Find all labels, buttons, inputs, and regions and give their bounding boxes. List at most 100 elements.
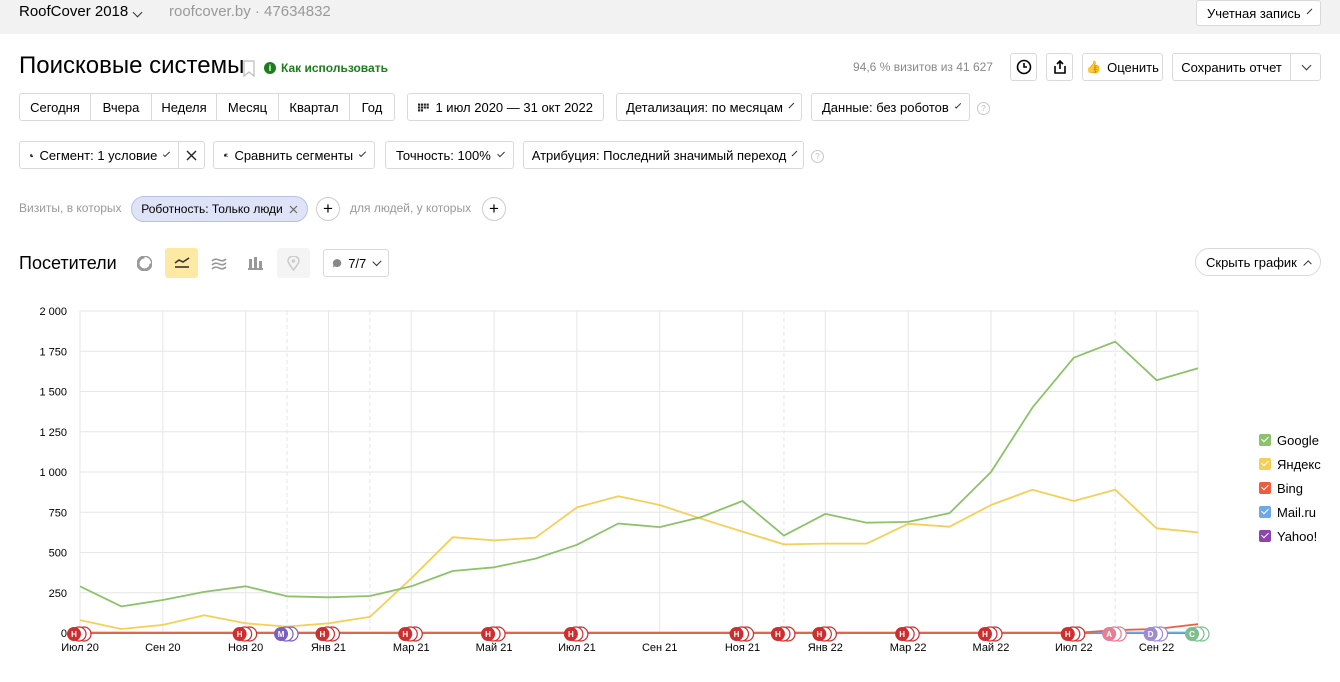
chart-type-line-button[interactable]: [165, 248, 198, 278]
annotation-marker: [67, 627, 81, 641]
legend-item[interactable]: Yahoo!: [1259, 524, 1321, 548]
detail-dropdown[interactable]: Детализация: по месяцам: [616, 93, 802, 121]
date-range-picker[interactable]: 1 июл 2020 — 31 окт 2022: [407, 93, 604, 121]
save-report-button[interactable]: Сохранить отчет: [1172, 53, 1291, 81]
annotation-marker: [1185, 627, 1199, 641]
close-icon: [289, 205, 298, 213]
legend-item[interactable]: Mail.ru: [1259, 500, 1321, 524]
annotation-marker-label: Н: [402, 630, 408, 639]
period-preset-button[interactable]: Неделя: [151, 93, 217, 121]
annotation-marker: [1143, 627, 1158, 641]
date-range-label: 1 июл 2020 — 31 окт 2022: [435, 99, 593, 115]
export-button[interactable]: [1046, 53, 1073, 81]
add-visit-filter-button[interactable]: +: [316, 197, 340, 221]
visitors-line-chart: 0 250 500 750 1 000 1 250 1 500 1 750 2 000 Июл 2…: [39, 306, 1210, 654]
chevron-down-icon: [1306, 8, 1313, 14]
clear-segment-button[interactable]: [178, 141, 205, 169]
legend-item[interactable]: Bing: [1259, 476, 1321, 500]
annotation-marker: [977, 627, 992, 641]
chip-label: Роботность: Только люди: [141, 202, 283, 216]
period-preset-label: Сегодня: [30, 99, 80, 115]
help-icon[interactable]: ?: [811, 150, 824, 163]
y-tick-label: 1 000: [39, 467, 67, 479]
x-tick-label: Сен 22: [1139, 642, 1174, 654]
legend-label: Google: [1277, 432, 1319, 448]
rate-button[interactable]: 👍 Оценить: [1082, 53, 1163, 81]
chevron-down-icon: [791, 150, 798, 156]
robot-filter-chip[interactable]: Роботность: Только люди: [131, 196, 308, 222]
account-button[interactable]: Учетная запись: [1196, 0, 1321, 26]
period-preset-label: Неделя: [161, 99, 207, 115]
annotation-marker-label: А: [1106, 630, 1112, 639]
period-preset-button[interactable]: Квартал: [278, 93, 350, 121]
annotation-marker: [1060, 627, 1075, 641]
legend-item[interactable]: Google: [1259, 428, 1321, 452]
visits-filter-label: Визиты, в которых: [19, 201, 122, 215]
line-chart-icon: [174, 257, 189, 268]
annotation-marker-label: Н: [485, 630, 491, 639]
bookmark-icon[interactable]: [243, 60, 255, 80]
x-tick-label: Июл 21: [558, 642, 596, 654]
annotation-marker: [398, 627, 413, 641]
calendar-icon: [418, 103, 429, 111]
accuracy-dropdown[interactable]: Точность: 100%: [385, 141, 514, 169]
counter-selector[interactable]: RoofCover 2018: [19, 3, 143, 20]
attribution-label: Атрибуция: Последний значимый переход: [531, 147, 787, 163]
annotation-marker-label: М: [278, 630, 285, 639]
checkbox-checked-icon: [1259, 530, 1271, 542]
chart-section-title: Посетители: [19, 253, 117, 273]
clock-icon: [1016, 59, 1031, 75]
x-tick-label: Янв 21: [311, 642, 346, 654]
chart-type-bar-button[interactable]: [239, 248, 272, 278]
y-tick-label: 1 500: [39, 387, 67, 399]
series-line-bing: [80, 623, 1199, 634]
hide-chart-button[interactable]: Скрыть график: [1195, 248, 1321, 276]
checkbox-checked-icon: [1259, 482, 1271, 494]
annotation-marker-label: D: [1148, 630, 1154, 639]
history-button[interactable]: [1010, 53, 1037, 81]
attribution-dropdown[interactable]: Атрибуция: Последний значимый переход: [523, 141, 804, 169]
add-people-filter-button[interactable]: +: [482, 197, 506, 221]
info-icon: i: [264, 62, 276, 74]
compare-icon: [224, 152, 229, 157]
period-preset-label: Месяц: [227, 99, 268, 115]
compare-segments-dropdown[interactable]: Сравнить сегменты: [213, 141, 375, 169]
people-filter-label: для людей, у которых: [350, 201, 472, 215]
how-to-use-link[interactable]: i Как использовать: [264, 61, 388, 75]
segment-dropdown[interactable]: Сегмент: 1 условие: [19, 141, 179, 169]
counter-name: RoofCover 2018: [19, 3, 129, 20]
annotation-marker-label: Н: [982, 630, 988, 639]
x-tick-label: Сен 20: [145, 642, 180, 654]
x-tick-label: Янв 22: [808, 642, 843, 654]
series-line-google: [79, 340, 1199, 608]
rate-button-label: Оценить: [1107, 59, 1159, 75]
account-button-label: Учетная запись: [1207, 5, 1301, 21]
thumbs-icon: 👍: [1086, 60, 1102, 74]
chart-type-area-button[interactable]: [202, 248, 235, 278]
x-tick-label: Июл 20: [61, 642, 99, 654]
annotation-marker-label: Н: [775, 630, 781, 639]
chart-type-pie-button[interactable]: [128, 248, 161, 278]
bar-chart-icon: [248, 257, 263, 270]
share-icon: [1053, 59, 1066, 74]
period-preset-button[interactable]: Год: [349, 93, 395, 121]
save-report-menu-button[interactable]: [1290, 53, 1321, 81]
period-preset-button[interactable]: Месяц: [216, 93, 279, 121]
data-dropdown[interactable]: Данные: без роботов: [811, 93, 970, 121]
period-preset-label: Квартал: [289, 99, 339, 115]
chevron-down-icon: [496, 149, 505, 157]
period-preset-button[interactable]: Вчера: [90, 93, 152, 121]
period-preset-button[interactable]: Сегодня: [19, 93, 91, 121]
counter-info: roofcover.by · 47634832: [169, 3, 331, 20]
annotations-dropdown[interactable]: 7/7: [323, 249, 389, 277]
chevron-down-icon: [788, 102, 795, 108]
y-tick-label: 2 000: [39, 306, 67, 318]
legend-label: Yahoo!: [1277, 528, 1318, 544]
y-tick-label: 0: [61, 628, 67, 640]
annotation-marker-label: Н: [899, 630, 905, 639]
annotation-marker-label: Н: [568, 630, 574, 639]
help-icon[interactable]: ?: [977, 102, 990, 115]
x-tick-label: Ноя 20: [228, 642, 263, 654]
annotation-marker: [315, 627, 330, 641]
legend-item[interactable]: Яндекс: [1259, 452, 1321, 476]
